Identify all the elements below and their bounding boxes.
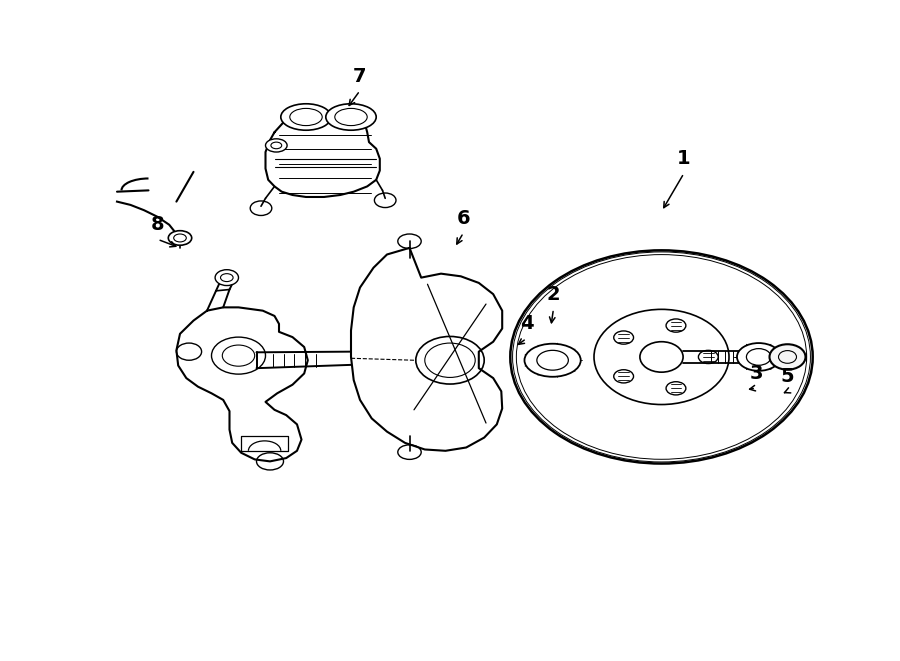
Ellipse shape: [326, 104, 376, 130]
Text: 4: 4: [519, 315, 534, 333]
Text: 3: 3: [749, 364, 763, 383]
Text: 6: 6: [456, 209, 471, 227]
Ellipse shape: [168, 231, 192, 245]
Text: 2: 2: [546, 285, 561, 303]
Ellipse shape: [737, 343, 780, 371]
Ellipse shape: [266, 139, 287, 152]
Text: 7: 7: [353, 67, 367, 85]
Text: 8: 8: [150, 215, 165, 234]
Text: 1: 1: [677, 149, 691, 168]
Ellipse shape: [525, 344, 580, 377]
Ellipse shape: [770, 344, 806, 369]
Ellipse shape: [281, 104, 331, 130]
Ellipse shape: [215, 270, 238, 286]
Text: 5: 5: [780, 368, 795, 386]
